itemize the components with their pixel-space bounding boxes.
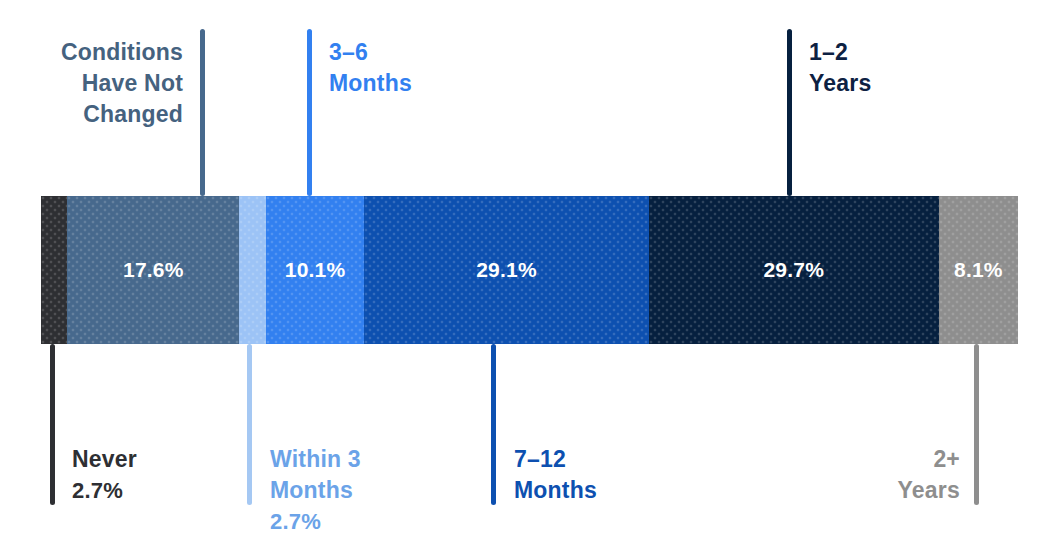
bar-segment-value-label: 29.7% [763, 258, 824, 282]
callout-label-text: 7–12 Months [514, 446, 597, 503]
bar-segment-1-2-years: 29.7% [649, 196, 939, 344]
callout-label-never: Never 2.7% [72, 444, 202, 506]
callout-label-conditions-have-not-changed: Conditions Have Not Changed [18, 37, 183, 130]
callout-line-7-12-months [491, 344, 496, 505]
chart-canvas: Conditions Have Not Changed 3–6 Months 1… [0, 0, 1049, 545]
bar-segment-conditions-have-not-changed: 17.6% [67, 196, 239, 344]
callout-line-within-3-months [247, 344, 252, 505]
callout-line-conditions-have-not-changed [200, 29, 205, 196]
bar-segment-3-6-months: 10.1% [266, 196, 365, 344]
callout-line-1-2-years [787, 29, 792, 196]
callout-label-1-2-years: 1–2 Years [809, 37, 909, 99]
bar-segment-within-3-months [239, 196, 265, 344]
callout-label-text: Within 3 Months [270, 446, 361, 503]
callout-line-never [50, 344, 55, 505]
callout-line-3-6-months [307, 29, 312, 196]
bar-segment-value-label: 8.1% [954, 258, 1003, 282]
callout-label-within-3-months: Within 3 Months 2.7% [270, 444, 385, 537]
bar-segment-value-label: 10.1% [285, 258, 346, 282]
callout-label-text: 3–6 Months [329, 39, 412, 96]
callout-label-7-12-months: 7–12 Months [514, 444, 624, 506]
bar-segment-2-plus-years: 8.1% [939, 196, 1018, 344]
bar-segment-value-label: 17.6% [123, 258, 184, 282]
callout-label-2-plus-years: 2+ Years [890, 444, 960, 506]
callout-label-text: Never [72, 446, 137, 472]
callout-label-text: 2+ Years [898, 446, 960, 503]
callout-line-2-plus-years [974, 344, 979, 505]
bar-segment-7-12-months: 29.1% [364, 196, 648, 344]
stacked-bar: 17.6% 10.1% 29.1% 29.7% 8.1% [41, 196, 1018, 344]
bar-segment-value-label: 29.1% [476, 258, 537, 282]
callout-label-3-6-months: 3–6 Months [329, 37, 429, 99]
callout-label-text: 1–2 Years [809, 39, 871, 96]
callout-label-text: Conditions Have Not Changed [61, 39, 183, 127]
callout-value-text: 2.7% [270, 506, 385, 537]
callout-value-text: 2.7% [72, 475, 202, 506]
bar-segment-never [41, 196, 67, 344]
